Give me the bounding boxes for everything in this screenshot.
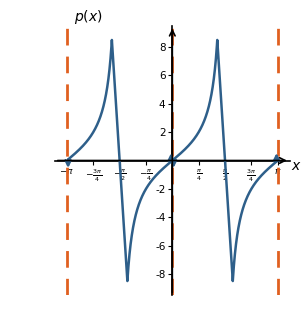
Text: $x$: $x$ (291, 159, 302, 173)
Text: $p(x)$: $p(x)$ (74, 8, 102, 26)
